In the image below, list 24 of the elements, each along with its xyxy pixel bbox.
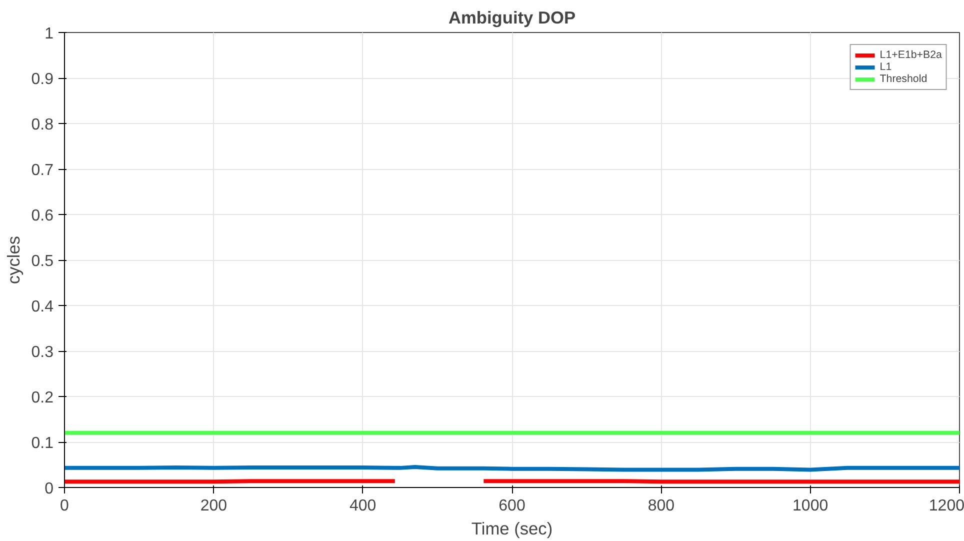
y-tick-label: 0.4: [31, 298, 54, 316]
x-tick-label: 1000: [792, 498, 828, 514]
x-tick-label: 0: [60, 498, 70, 514]
y-tick-label: 0.8: [31, 116, 54, 134]
x-axis-title: Time (sec): [471, 518, 553, 538]
y-tick-label: 0.3: [31, 344, 54, 361]
y-tick-label: 0: [44, 480, 54, 498]
y-tick-label: 0.9: [31, 71, 54, 88]
x-tick-label: 800: [648, 498, 675, 514]
x-tick-label: 600: [498, 498, 526, 514]
y-axis-title: cycles: [3, 236, 24, 284]
legend-label: L1: [880, 61, 893, 73]
x-tick-label: 400: [349, 498, 376, 514]
y-tick-label: 0.2: [31, 390, 54, 406]
legend-label: Threshold: [880, 73, 928, 85]
x-tick-label: 1200: [928, 498, 964, 514]
x-tick-label: 200: [200, 498, 228, 514]
y-tick-label: 0.1: [31, 435, 54, 452]
y-tick-label: 0.6: [31, 208, 54, 224]
chart-title: Ambiguity DOP: [448, 8, 576, 28]
y-tick-label: 0.5: [31, 253, 54, 270]
y-tick-label: 1: [44, 26, 54, 42]
legend-label: L1+E1b+B2a: [880, 49, 942, 61]
y-tick-label: 0.7: [31, 162, 54, 179]
